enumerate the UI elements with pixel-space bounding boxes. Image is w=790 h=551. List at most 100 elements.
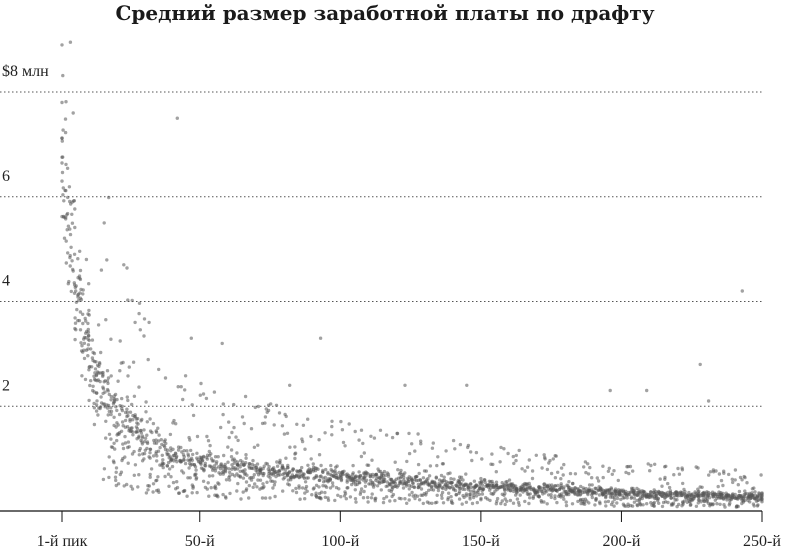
data-point	[520, 467, 524, 471]
data-point	[244, 488, 248, 493]
data-point	[78, 276, 82, 280]
data-point	[74, 289, 78, 293]
data-point	[395, 485, 399, 489]
data-point	[199, 462, 203, 466]
data-point	[384, 484, 388, 489]
data-point	[503, 502, 507, 507]
data-point	[81, 292, 85, 296]
grid-lines	[0, 91, 762, 407]
data-point	[145, 420, 149, 424]
data-point	[303, 491, 307, 495]
data-point	[274, 403, 279, 407]
data-point	[156, 475, 160, 479]
data-point	[168, 467, 172, 471]
data-point	[205, 487, 209, 491]
data-point	[457, 490, 462, 494]
data-point	[480, 492, 485, 496]
data-point	[727, 472, 731, 477]
data-point	[515, 497, 520, 501]
data-point	[107, 475, 111, 480]
data-point	[759, 473, 763, 477]
data-point	[395, 431, 400, 436]
data-point	[78, 310, 83, 314]
data-point	[414, 478, 418, 483]
data-point	[183, 461, 188, 466]
data-point	[86, 327, 91, 332]
data-point	[514, 493, 518, 497]
data-point	[736, 483, 740, 487]
data-point	[348, 495, 353, 499]
data-point	[70, 212, 74, 216]
data-point	[113, 475, 118, 479]
data-point	[428, 464, 433, 468]
data-point	[148, 447, 153, 451]
data-point	[139, 431, 144, 435]
outlier-point	[608, 388, 612, 393]
data-point	[652, 490, 656, 495]
data-point	[430, 485, 434, 489]
data-point	[258, 471, 263, 476]
data-point	[65, 213, 69, 217]
data-point	[530, 476, 535, 481]
data-point	[564, 492, 568, 496]
data-point	[227, 467, 231, 471]
data-point	[251, 458, 255, 463]
data-point	[358, 473, 363, 478]
data-point	[179, 460, 183, 464]
data-point	[464, 472, 468, 476]
data-point	[101, 387, 106, 391]
data-point	[114, 478, 118, 483]
data-point	[217, 482, 221, 486]
data-point	[460, 502, 464, 506]
data-point	[430, 501, 434, 505]
data-point	[131, 433, 135, 437]
data-point	[157, 367, 161, 372]
data-point	[185, 449, 189, 453]
data-point	[275, 460, 279, 464]
data-point	[339, 495, 343, 499]
data-point	[79, 341, 83, 345]
data-point	[511, 489, 516, 494]
data-point	[62, 236, 67, 240]
data-point	[548, 458, 552, 463]
data-point	[601, 464, 605, 468]
data-point	[278, 460, 282, 464]
data-point	[666, 500, 670, 505]
data-point	[125, 410, 130, 415]
data-point	[452, 488, 456, 492]
data-point	[479, 498, 483, 502]
data-point	[102, 467, 107, 471]
data-point	[343, 444, 347, 448]
data-point	[120, 404, 125, 408]
data-point	[190, 483, 194, 487]
data-point	[105, 369, 110, 373]
outlier-point	[465, 383, 469, 387]
data-point	[665, 493, 670, 498]
data-point	[213, 469, 218, 473]
data-point	[202, 454, 206, 459]
data-point	[94, 391, 99, 395]
data-point	[436, 488, 441, 493]
data-point	[427, 488, 431, 492]
outlier-point	[147, 320, 151, 325]
data-point	[528, 492, 532, 496]
data-point	[171, 480, 176, 485]
data-point	[632, 492, 636, 496]
data-point	[528, 484, 532, 488]
data-point	[669, 496, 673, 500]
data-point	[466, 445, 470, 450]
data-point	[243, 394, 248, 399]
data-point	[697, 489, 701, 493]
data-point	[244, 461, 248, 465]
data-point	[155, 478, 159, 482]
data-point	[262, 464, 266, 468]
outlier-point	[403, 383, 407, 387]
data-point	[68, 227, 72, 231]
data-point	[323, 475, 327, 480]
data-point	[242, 421, 246, 426]
data-point	[583, 460, 588, 464]
data-point	[267, 469, 271, 474]
outlier-point	[102, 221, 106, 225]
data-point	[87, 368, 91, 372]
data-point	[202, 468, 206, 472]
